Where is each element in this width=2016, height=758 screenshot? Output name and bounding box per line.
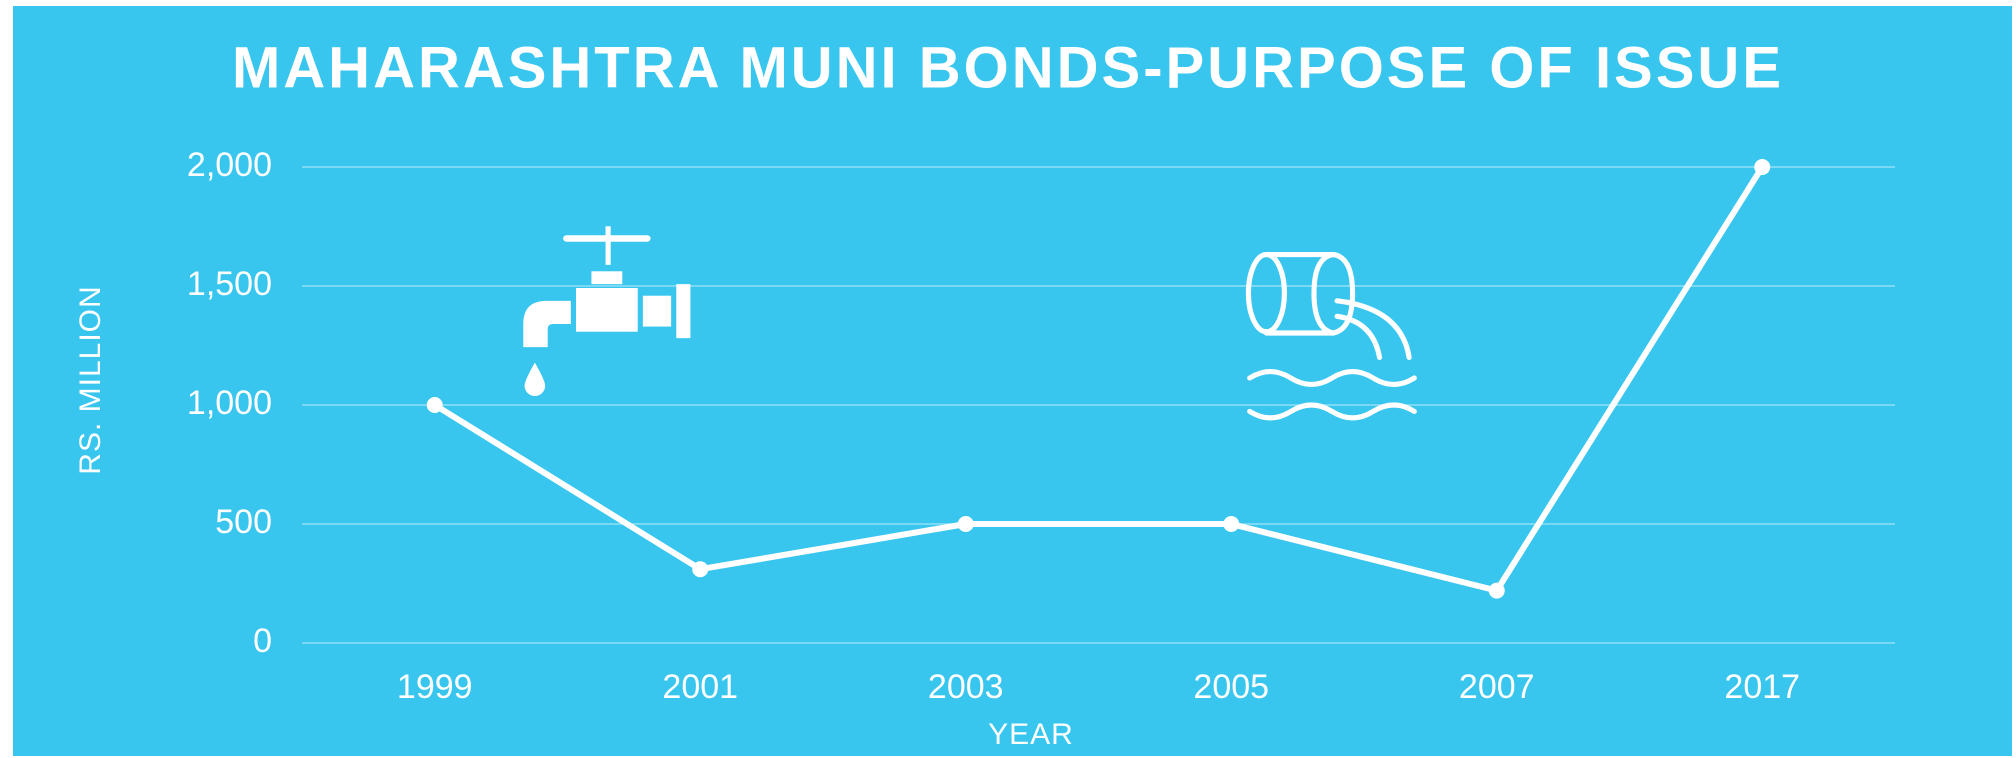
y-tick-label: 2,000 — [187, 146, 272, 184]
y-tick-label: 1,000 — [187, 384, 272, 422]
line — [433, 165, 1765, 594]
pipe-icon — [1245, 251, 1417, 421]
x-tick-label: 2001 — [662, 668, 738, 706]
x-tick-label: 2017 — [1724, 668, 1800, 706]
y-axis-label: RS. MILLION — [74, 285, 107, 474]
x-tick-label: 2003 — [928, 668, 1004, 706]
x-tick-label: 2005 — [1193, 668, 1269, 706]
tap-icon — [523, 226, 691, 396]
point — [426, 397, 443, 413]
point — [1754, 159, 1771, 175]
y-tick-label: 1,500 — [187, 265, 272, 303]
point — [957, 516, 974, 532]
y-tick-label: 0 — [253, 622, 272, 660]
background — [13, 6, 2012, 756]
point — [692, 561, 709, 578]
chart-title: MAHARASHTRA MUNI BONDS-PURPOSE OF ISSUE — [232, 35, 1784, 100]
x-tick-label: 2007 — [1459, 668, 1535, 706]
y-tick-label: 500 — [215, 503, 272, 541]
x-tick-label: 1999 — [397, 668, 473, 706]
x-axis-label: YEAR — [988, 718, 1074, 751]
point — [1223, 516, 1240, 532]
point — [1488, 582, 1505, 599]
